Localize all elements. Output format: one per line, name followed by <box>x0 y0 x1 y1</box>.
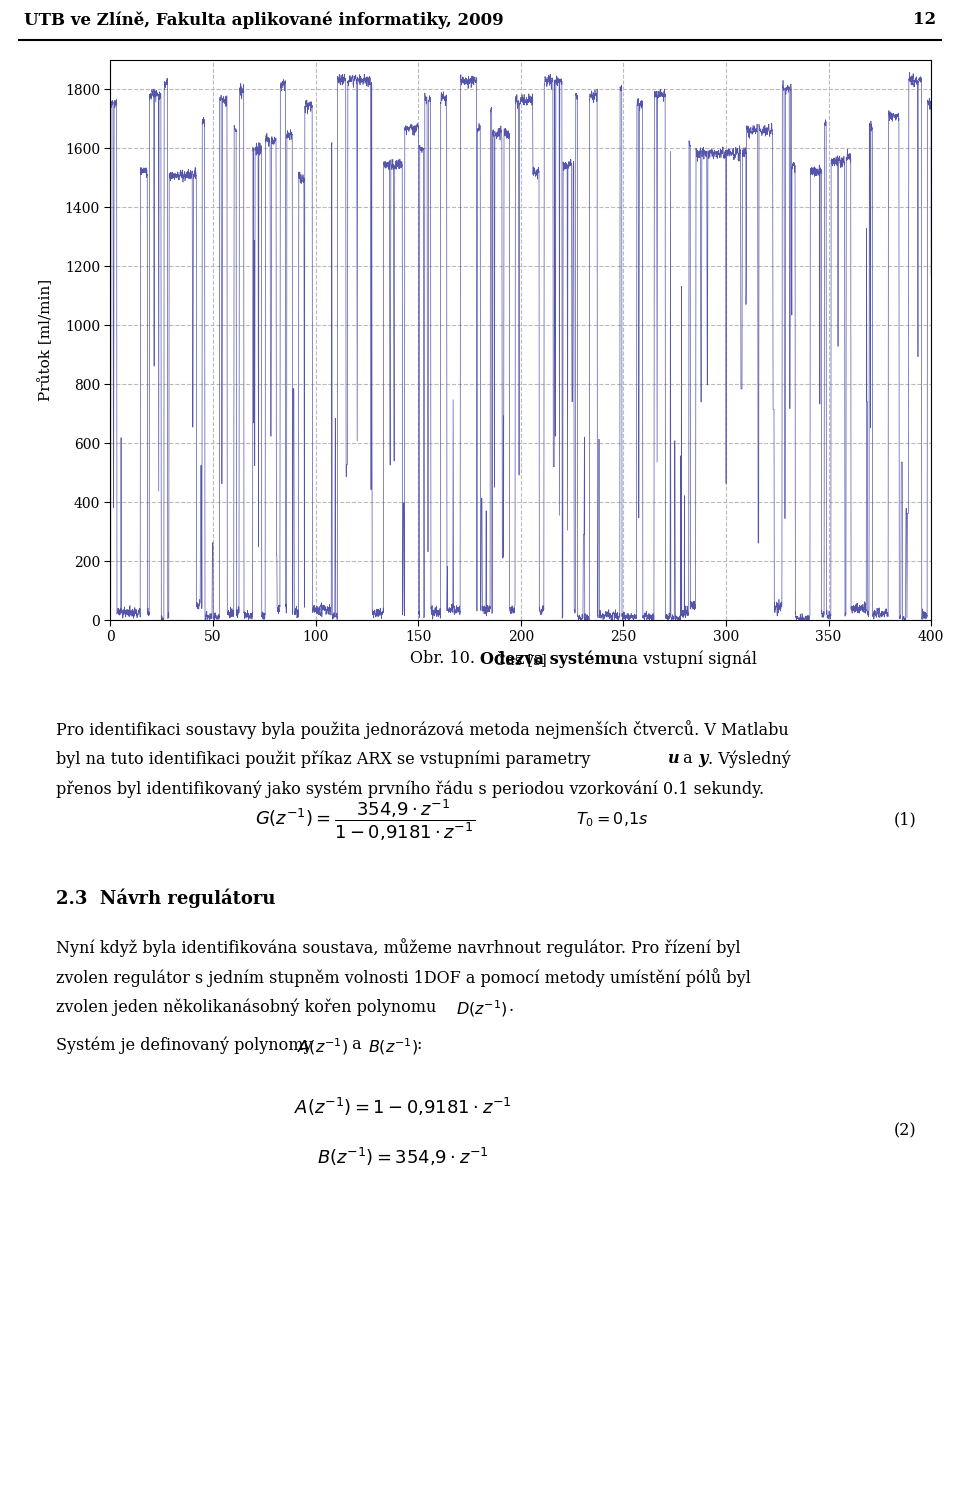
Y-axis label: Průtok [ml/min]: Průtok [ml/min] <box>38 279 54 401</box>
Text: (2): (2) <box>894 1122 917 1140</box>
Text: přenos byl identifikovaný jako systém prvního řádu s periodou vzorkování 0.1 sek: přenos byl identifikovaný jako systém pr… <box>56 780 764 798</box>
Text: :: : <box>416 1036 421 1054</box>
Text: Obr. 10.: Obr. 10. <box>410 649 480 667</box>
Text: u: u <box>668 750 680 767</box>
Text: a: a <box>678 750 698 767</box>
Text: UTB ve Zlíně, Fakulta aplikované informatiky, 2009: UTB ve Zlíně, Fakulta aplikované informa… <box>24 12 504 28</box>
Text: byl na tuto identifikaci použit příkaz ARX se vstupními parametry: byl na tuto identifikaci použit příkaz A… <box>56 750 595 767</box>
Text: . Výsledný: . Výsledný <box>708 750 791 767</box>
Text: Systém je definovaný polynomy: Systém je definovaný polynomy <box>56 1036 318 1054</box>
Text: Pro identifikaci soustavy byla použita jednorázová metoda nejmenších čtverců. V : Pro identifikaci soustavy byla použita j… <box>56 721 789 739</box>
Text: 2.3  Návrh regulátoru: 2.3 Návrh regulátoru <box>56 889 276 908</box>
Text: zvolen jeden několikanásobný kořen polynomu: zvolen jeden několikanásobný kořen polyn… <box>56 999 442 1015</box>
Text: (1): (1) <box>894 811 917 829</box>
Text: .: . <box>508 999 514 1015</box>
Text: Odezva systému: Odezva systému <box>480 649 623 667</box>
Text: $A(z^{-1}) = 1 - 0{,}9181 \cdot z^{-1}$: $A(z^{-1}) = 1 - 0{,}9181 \cdot z^{-1}$ <box>295 1097 512 1117</box>
Text: Nyní když byla identifikována soustava, můžeme navrhnout regulátor. Pro řízení b: Nyní když byla identifikována soustava, … <box>56 938 740 957</box>
Text: a: a <box>347 1036 367 1054</box>
Text: $G(z^{-1}) = \dfrac{354{,}9 \cdot z^{-1}}{1 - 0{,}9181 \cdot z^{-1}}$: $G(z^{-1}) = \dfrac{354{,}9 \cdot z^{-1}… <box>254 796 475 843</box>
Text: $A(z^{-1})$: $A(z^{-1})$ <box>297 1036 348 1057</box>
Text: $T_0 = 0{,}1s$: $T_0 = 0{,}1s$ <box>576 811 648 829</box>
Text: na vstupní signál: na vstupní signál <box>613 649 757 667</box>
Text: $D(z^{-1})$: $D(z^{-1})$ <box>456 999 508 1019</box>
Text: y: y <box>698 750 708 767</box>
Text: zvolen regulátor s jedním stupněm volnosti 1DOF a pomocí metody umístění pólů by: zvolen regulátor s jedním stupněm volnos… <box>56 967 751 987</box>
X-axis label: Čas [s]: Čas [s] <box>494 651 547 667</box>
Text: 12: 12 <box>913 12 936 28</box>
Text: $B(z^{-1}) = 354{,}9 \cdot z^{-1}$: $B(z^{-1}) = 354{,}9 \cdot z^{-1}$ <box>318 1146 489 1168</box>
Text: $B(z^{-1})$: $B(z^{-1})$ <box>368 1036 419 1057</box>
